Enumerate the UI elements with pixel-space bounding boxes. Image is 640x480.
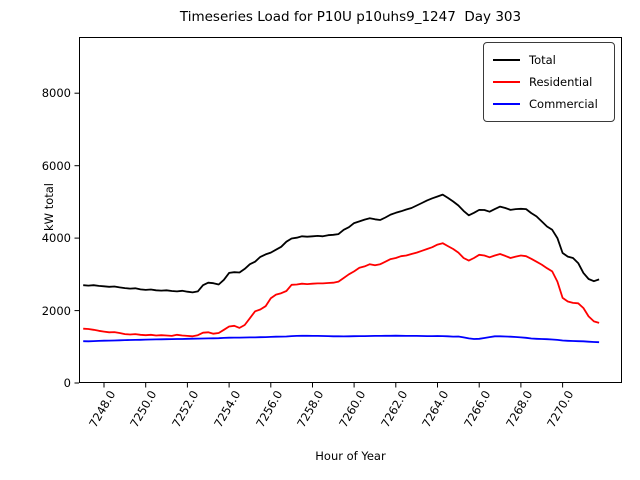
legend-item-residential: Residential	[493, 71, 606, 93]
y-tick-label: 4000	[41, 231, 71, 246]
legend-label-total: Total	[529, 53, 556, 67]
x-tick-label: 7266.0	[461, 388, 494, 430]
residential-line	[83, 242, 600, 338]
legend: Total Residential Commercial	[483, 42, 615, 122]
legend-item-total: Total	[493, 49, 606, 71]
x-tick-label: 7260.0	[336, 388, 369, 430]
x-tick-label: 7262.0	[377, 388, 410, 430]
axes-spines	[79, 37, 622, 383]
y-tick-label: 8000	[41, 86, 71, 101]
x-tick-label: 7264.0	[419, 388, 452, 430]
x-tick-label: 7270.0	[544, 388, 577, 430]
total-line-swatch	[493, 59, 520, 61]
x-tick-label: 7250.0	[127, 388, 160, 430]
residential-line-swatch	[493, 81, 520, 83]
x-tick-label: 7248.0	[85, 388, 119, 430]
chart-title: Timeseries Load for P10U p10uhs9_1247 Da…	[179, 9, 522, 25]
x-axis-label: Hour of Year	[315, 449, 386, 463]
y-tick-label: 0	[63, 376, 71, 390]
total-line	[83, 193, 600, 294]
y-tick-label: 6000	[41, 158, 71, 173]
x-tick-label: 7258.0	[294, 388, 327, 430]
x-tick-label: 7252.0	[169, 388, 202, 430]
commercial-line-swatch	[493, 103, 520, 105]
commercial-line	[83, 334, 600, 344]
plot-area	[74, 37, 622, 388]
y-tick-label: 2000	[41, 303, 71, 318]
x-tick-label: 7256.0	[252, 388, 285, 430]
x-tick-label: 7254.0	[210, 388, 244, 430]
legend-label-commercial: Commercial	[529, 97, 598, 111]
y-axis-label: kW total	[42, 183, 56, 231]
legend-label-residential: Residential	[529, 75, 593, 89]
x-tick-label: 7268.0	[502, 388, 536, 430]
legend-item-commercial: Commercial	[493, 93, 606, 115]
